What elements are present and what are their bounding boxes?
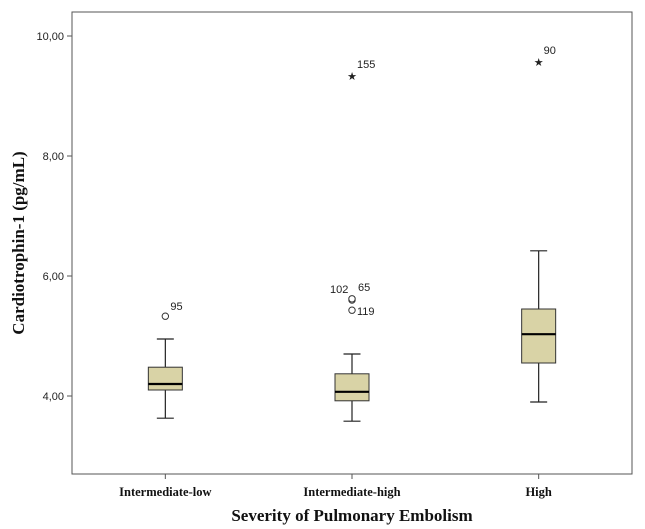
iqr-box <box>147 366 183 391</box>
outlier-label: 155 <box>357 59 375 71</box>
iqr-box <box>334 373 370 402</box>
x-tick-label: Intermediate-high <box>303 485 400 499</box>
y-tick-label: 4,00 <box>43 391 64 403</box>
y-axis-label: Cardiotrophin-1 (pg/mL) <box>9 151 28 334</box>
outlier-circle <box>348 306 356 314</box>
extreme-star: ★ <box>347 71 357 83</box>
outlier-circle <box>348 295 356 303</box>
outlier-label: 65 <box>358 282 370 294</box>
x-tick-label: High <box>525 485 551 499</box>
box-group: ★ <box>521 57 557 403</box>
box-group: ★ <box>334 71 370 422</box>
y-tick-label: 10,00 <box>36 31 64 43</box>
outlier-circle <box>161 312 170 320</box>
outlier-label: 95 <box>170 301 182 313</box>
y-tick-label: 8,00 <box>43 151 64 163</box>
iqr-box <box>521 308 557 364</box>
outlier-label: 90 <box>544 45 556 57</box>
extreme-star: ★ <box>534 57 544 69</box>
x-axis-label: Severity of Pulmonary Embolism <box>231 506 472 525</box>
y-axis-ticks: 4,00 6,00 8,00 10,00 <box>36 31 72 403</box>
boxes: ★ ★ 95 102 65 119 155 90 <box>147 45 557 422</box>
box-group <box>147 312 183 419</box>
outlier-label: 102 <box>330 284 348 296</box>
y-tick-label: 6,00 <box>43 271 64 283</box>
x-axis-ticks: Intermediate-low Intermediate-high High <box>119 474 552 499</box>
x-tick-label: Intermediate-low <box>119 485 211 499</box>
outlier-label: 119 <box>357 306 375 318</box>
